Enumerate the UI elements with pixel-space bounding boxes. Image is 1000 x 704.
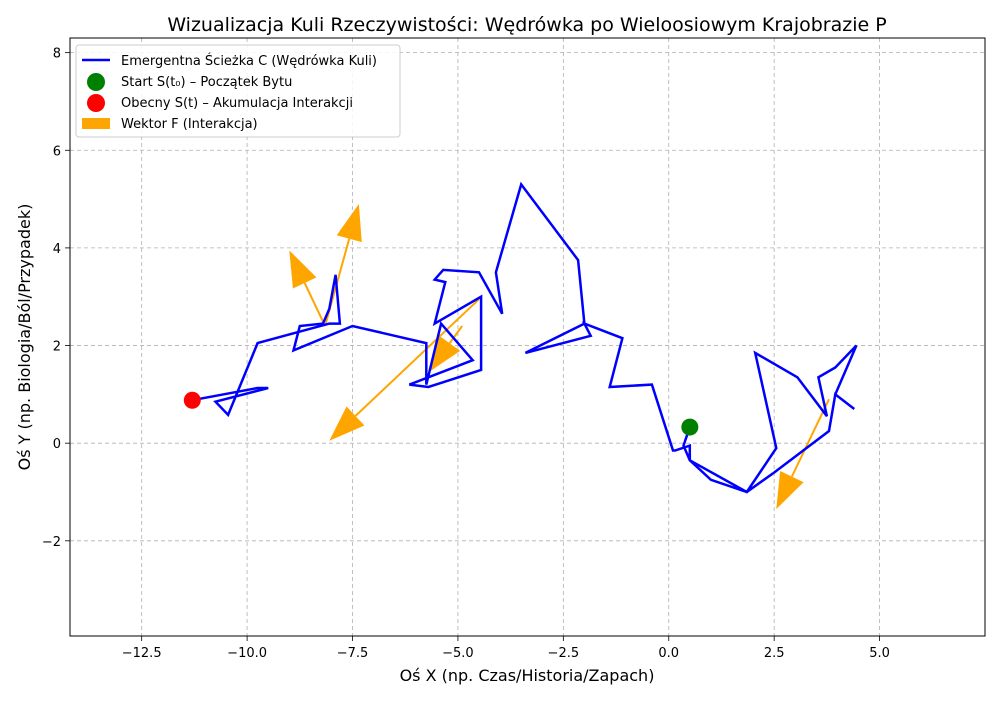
x-tick-label: −10.0 <box>227 646 267 661</box>
legend-box <box>75 44 401 138</box>
x-tick-label: −12.5 <box>122 646 162 661</box>
start-point <box>681 418 699 436</box>
legend-current-swatch <box>87 94 105 112</box>
legend-current-label: Obecny S(t) – Akumulacja Interakcji <box>121 96 353 111</box>
legend-start-swatch <box>87 73 105 91</box>
legend-path-label: Emergentna Ścieżka C (Wędrówka Kuli) <box>121 53 377 69</box>
vector-shaft <box>303 282 327 327</box>
y-tick-label: 6 <box>53 144 61 159</box>
vector-head <box>776 470 804 510</box>
legend-vector-swatch <box>82 118 110 129</box>
vector-head <box>289 250 317 289</box>
y-tick-label: −2 <box>42 535 61 550</box>
interaction-vector <box>289 250 327 327</box>
x-tick-label: 0.0 <box>658 646 679 661</box>
interaction-vector <box>329 298 480 441</box>
x-tick-label: −5.0 <box>442 646 474 661</box>
vector-head <box>336 203 362 243</box>
grid <box>70 38 985 636</box>
vector-head <box>329 406 365 441</box>
legend: Emergentna Ścieżka C (Wędrówka Kuli) Sta… <box>75 44 401 138</box>
y-tick-label: 8 <box>53 47 61 62</box>
path-layer <box>192 181 858 494</box>
x-axis-title: Oś X (np. Czas/Historia/Zapach) <box>400 666 655 685</box>
y-axis-title: Oś Y (np. Biologia/Ból/Przypadek) <box>15 204 34 471</box>
y-tick-label: 0 <box>53 437 61 452</box>
x-tick-label: 2.5 <box>764 646 785 661</box>
point-layer <box>183 391 699 436</box>
interaction-vector <box>428 325 463 373</box>
current-point <box>183 391 201 409</box>
interaction-vector <box>776 398 830 510</box>
chart-title: Wizualizacja Kuli Rzeczywistości: Wędrów… <box>167 14 886 36</box>
plot-frame <box>69 37 986 637</box>
axis-ticks: −12.5 −10.0 −7.5 −5.0 −2.5 0.0 2.5 5.0 −2 0 2 4 6 8 <box>42 47 890 661</box>
x-tick-label: 5.0 <box>869 646 890 661</box>
vector-shaft <box>448 325 463 344</box>
legend-start-label: Start S(t₀) – Początek Bytu <box>121 75 292 90</box>
vector-layer <box>289 203 830 510</box>
x-tick-label: −7.5 <box>337 646 369 661</box>
vector-head <box>428 335 461 373</box>
y-tick-label: 4 <box>53 242 61 257</box>
path-line <box>192 181 858 494</box>
x-tick-label: −2.5 <box>548 646 580 661</box>
legend-vector-label: Wektor F (Interakcja) <box>121 117 258 132</box>
vector-shaft <box>354 298 480 417</box>
y-tick-label: 2 <box>53 340 61 355</box>
